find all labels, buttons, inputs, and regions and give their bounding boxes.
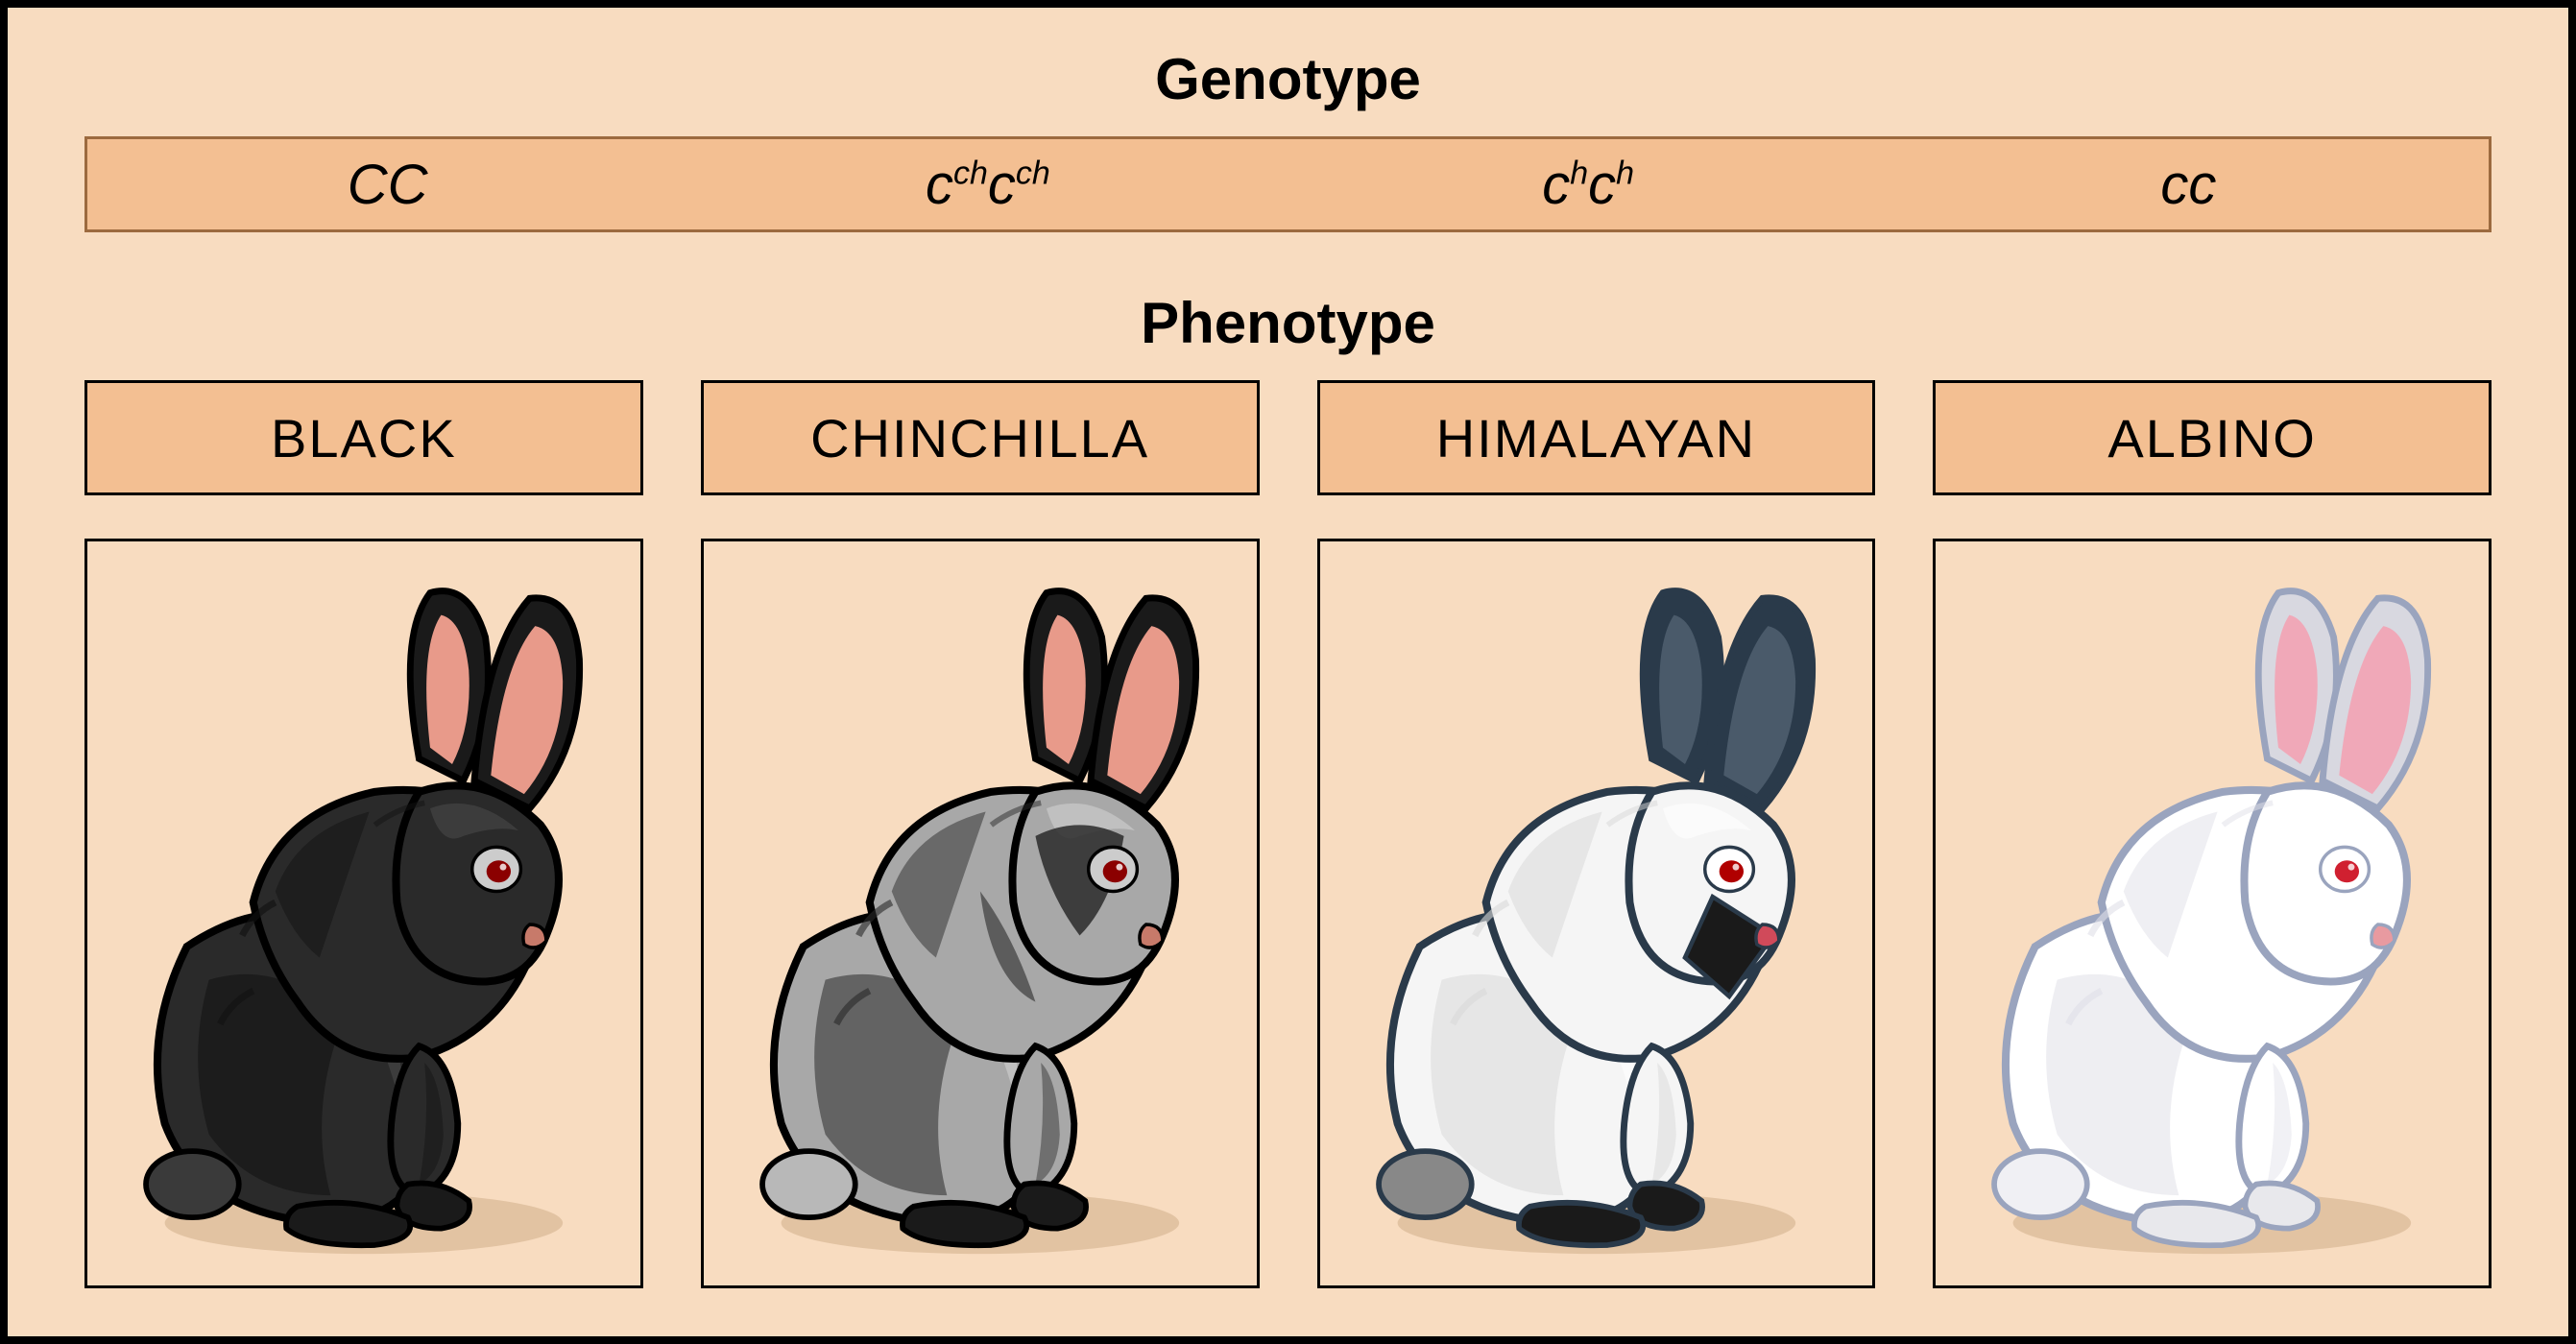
- images-row: [84, 539, 2492, 1288]
- rabbit-icon-black: [87, 541, 640, 1285]
- rabbit-icon-chinchilla: [704, 541, 1257, 1285]
- image-box-himalayan: [1317, 539, 1876, 1288]
- image-box-black: [84, 539, 643, 1288]
- phenotype-row: BLACK CHINCHILLA HIMALAYAN ALBINO: [84, 380, 2492, 495]
- phenotype-box-himalayan: HIMALAYAN: [1317, 380, 1876, 495]
- genotype-cell-2: chch: [1288, 153, 1889, 217]
- genotype-cell-3: cc: [1889, 153, 2489, 217]
- genotype-title: Genotype: [75, 46, 2501, 112]
- phenotype-box-black: BLACK: [84, 380, 643, 495]
- genotype-cell-0: CC: [87, 153, 687, 217]
- rabbit-icon-albino: [1936, 541, 2489, 1285]
- phenotype-box-albino: ALBINO: [1933, 380, 2492, 495]
- genotype-bar: CC cchcch chch cc: [84, 136, 2492, 232]
- image-box-chinchilla: [701, 539, 1260, 1288]
- phenotype-title: Phenotype: [75, 290, 2501, 356]
- genotype-cell-1: cchcch: [687, 153, 1288, 217]
- rabbit-icon-himalayan: [1320, 541, 1873, 1285]
- phenotype-box-chinchilla: CHINCHILLA: [701, 380, 1260, 495]
- image-box-albino: [1933, 539, 2492, 1288]
- diagram-container: Genotype CC cchcch chch cc Phenotype BLA…: [0, 0, 2576, 1344]
